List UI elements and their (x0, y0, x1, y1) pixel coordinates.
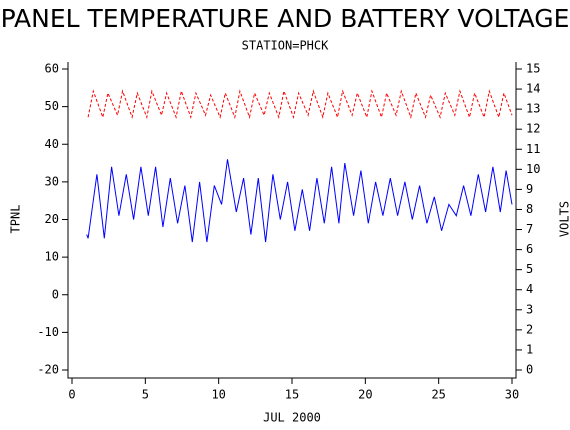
y2-tick-label: 12 (526, 122, 540, 136)
y2-tick-label: 0 (526, 363, 533, 377)
x-tick-label: 5 (142, 388, 149, 402)
y-tick-label: 40 (45, 137, 59, 151)
chart-subtitle: STATION=PHCK (242, 39, 329, 53)
y-tick-label: 0 (52, 287, 59, 301)
y2-tick-label: 11 (526, 142, 540, 156)
chart-title: PANEL TEMPERATURE AND BATTERY VOLTAGE (1, 4, 570, 33)
y2-tick-label: 8 (526, 202, 533, 216)
y2-tick-label: 10 (526, 162, 540, 176)
y2-tick-label: 14 (526, 82, 540, 96)
series-line (86, 159, 513, 243)
y-tick-label: -20 (37, 363, 59, 377)
y2-tick-label: 1 (526, 342, 533, 356)
x-tick-label: 25 (431, 388, 445, 402)
x-axis-label: JUL 2000 (263, 411, 321, 425)
y-tick-label: 20 (45, 212, 59, 226)
y-tick-label: 30 (45, 174, 59, 188)
y-axis-label: TPNL (9, 205, 23, 234)
y-tick-label: -10 (37, 325, 59, 339)
y-tick-label: 60 (45, 62, 59, 76)
y-tick-label: 50 (45, 99, 59, 113)
x-tick-label: 30 (505, 388, 519, 402)
y2-tick-label: 5 (526, 262, 533, 276)
x-tick-label: 20 (358, 388, 372, 402)
y2-tick-label: 4 (526, 282, 533, 296)
y-tick-label: 10 (45, 250, 59, 264)
y2-tick-label: 7 (526, 222, 533, 236)
x-tick-label: 0 (68, 388, 75, 402)
axis-frame (67, 62, 517, 379)
y2-tick-label: 6 (526, 242, 533, 256)
y2-tick-label: 3 (526, 302, 533, 316)
series-line (87, 89, 513, 120)
y2-tick-label: 15 (526, 62, 540, 76)
y2-tick-label: 9 (526, 182, 533, 196)
x-tick-label: 10 (211, 388, 225, 402)
y2-tick-label: 13 (526, 102, 540, 116)
y2-axis-label: VOLTS (558, 201, 570, 237)
y2-tick-label: 2 (526, 322, 533, 336)
x-tick-label: 15 (285, 388, 299, 402)
